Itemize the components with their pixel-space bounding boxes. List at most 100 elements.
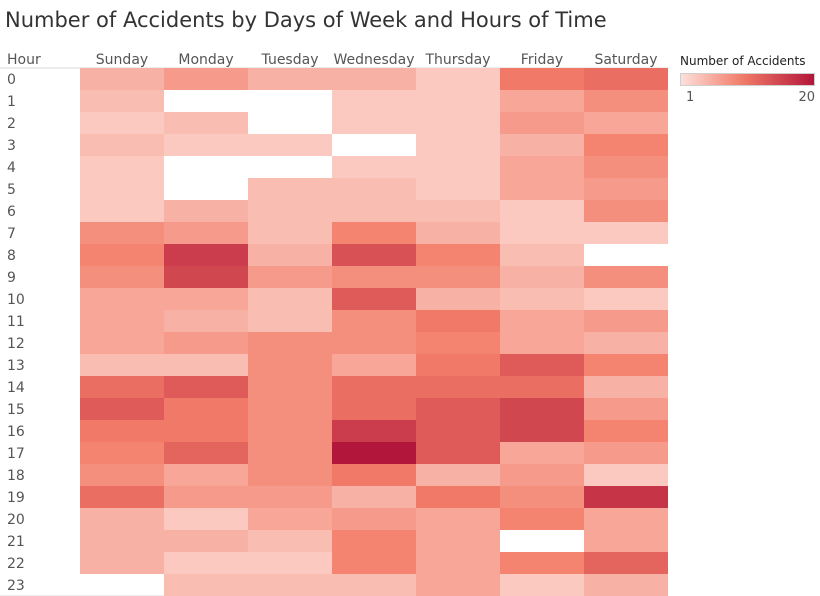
heatmap-cell — [248, 508, 332, 530]
row-label: 11 — [7, 314, 25, 330]
heatmap-cell — [332, 530, 416, 552]
heatmap-cell — [248, 486, 332, 508]
heatmap-cell — [500, 178, 584, 200]
heatmap-cell — [80, 288, 164, 310]
heatmap-cell — [332, 420, 416, 442]
heatmap-cell — [584, 90, 668, 112]
heatmap-cell — [332, 222, 416, 244]
heatmap-cell — [248, 464, 332, 486]
row-label: 19 — [7, 490, 25, 506]
heatmap-cell — [332, 464, 416, 486]
row-label: 4 — [7, 160, 16, 176]
heatmap-cell — [332, 508, 416, 530]
heatmap-cell — [248, 376, 332, 398]
heatmap-cell — [500, 398, 584, 420]
heatmap-cell — [248, 552, 332, 574]
heatmap-cell — [164, 420, 248, 442]
heatmap-cell — [416, 266, 500, 288]
row-label: 20 — [7, 512, 25, 528]
column-header: Thursday — [424, 52, 490, 68]
heatmap-cell — [248, 266, 332, 288]
heatmap-cell — [500, 68, 584, 90]
heatmap-cell — [248, 200, 332, 222]
heatmap-cell — [248, 222, 332, 244]
heatmap-cell — [584, 420, 668, 442]
heatmap-cell — [164, 530, 248, 552]
heatmap-cell — [416, 244, 500, 266]
legend-title: Number of Accidents — [680, 54, 806, 68]
row-label: 15 — [7, 402, 25, 418]
heatmap-cell — [80, 332, 164, 354]
row-label: 18 — [7, 468, 25, 484]
column-header: Friday — [521, 52, 563, 68]
row-label: 22 — [7, 556, 25, 572]
chart-title: Number of Accidents by Days of Week and … — [5, 8, 607, 32]
heatmap-cell — [332, 200, 416, 222]
column-header: Sunday — [96, 52, 148, 68]
heatmap-cell — [164, 200, 248, 222]
color-legend: Number of Accidents 1 20 — [680, 54, 820, 106]
row-label: 6 — [7, 204, 16, 220]
heatmap-cell — [584, 376, 668, 398]
column-header: Monday — [178, 52, 233, 68]
row-label: 7 — [7, 226, 16, 242]
heatmap-cell — [416, 574, 500, 596]
heatmap-cell — [80, 552, 164, 574]
heatmap-cell — [416, 486, 500, 508]
heatmap-cell — [164, 288, 248, 310]
heatmap-cell — [416, 398, 500, 420]
heatmap-cell — [164, 442, 248, 464]
heatmap-cell — [416, 530, 500, 552]
heatmap-cell — [416, 420, 500, 442]
heatmap-cell — [500, 552, 584, 574]
heatmap-cell — [584, 288, 668, 310]
legend-ticks: 1 20 — [680, 90, 815, 106]
heatmap-cell — [500, 266, 584, 288]
row-label: 5 — [7, 182, 16, 198]
heatmap-cell — [248, 398, 332, 420]
heatmap-cell — [416, 354, 500, 376]
row-label: 0 — [7, 72, 16, 88]
heatmap-cell — [416, 90, 500, 112]
legend-min-label: 1 — [686, 90, 695, 105]
column-header: Saturday — [594, 52, 657, 68]
heatmap-cell — [416, 156, 500, 178]
heatmap-cell — [164, 486, 248, 508]
heatmap-cell — [584, 508, 668, 530]
heatmap-cell — [584, 464, 668, 486]
heatmap-cell — [584, 442, 668, 464]
heatmap-cell — [416, 222, 500, 244]
heatmap-cell — [164, 398, 248, 420]
heatmap-cell — [500, 376, 584, 398]
heatmap-cell — [164, 310, 248, 332]
heatmap-cell — [332, 156, 416, 178]
heatmap-cell — [80, 508, 164, 530]
row-header-label: Hour — [7, 52, 41, 68]
heatmap-cell — [80, 266, 164, 288]
heatmap-cell — [416, 376, 500, 398]
heatmap-cell — [248, 332, 332, 354]
heatmap-cell — [584, 134, 668, 156]
heatmap-cell — [500, 464, 584, 486]
heatmap-cell — [500, 288, 584, 310]
heatmap-cell — [80, 134, 164, 156]
heatmap-cell — [584, 266, 668, 288]
heatmap-cell — [416, 178, 500, 200]
heatmap-cell — [80, 310, 164, 332]
heatmap-cell — [584, 156, 668, 178]
heatmap-cell — [80, 112, 164, 134]
heatmap-cell — [584, 200, 668, 222]
heatmap-cell — [332, 574, 416, 596]
heatmap-cell — [332, 332, 416, 354]
heatmap-cell — [416, 112, 500, 134]
heatmap-cell — [164, 464, 248, 486]
heatmap-cell — [80, 398, 164, 420]
heatmap-cell — [164, 222, 248, 244]
heatmap-cell — [80, 90, 164, 112]
heatmap-cell — [500, 442, 584, 464]
heatmap-cell — [80, 200, 164, 222]
heatmap-cell — [332, 552, 416, 574]
heatmap-cell — [164, 574, 248, 596]
heatmap-cell — [80, 68, 164, 90]
row-label: 14 — [7, 380, 25, 396]
